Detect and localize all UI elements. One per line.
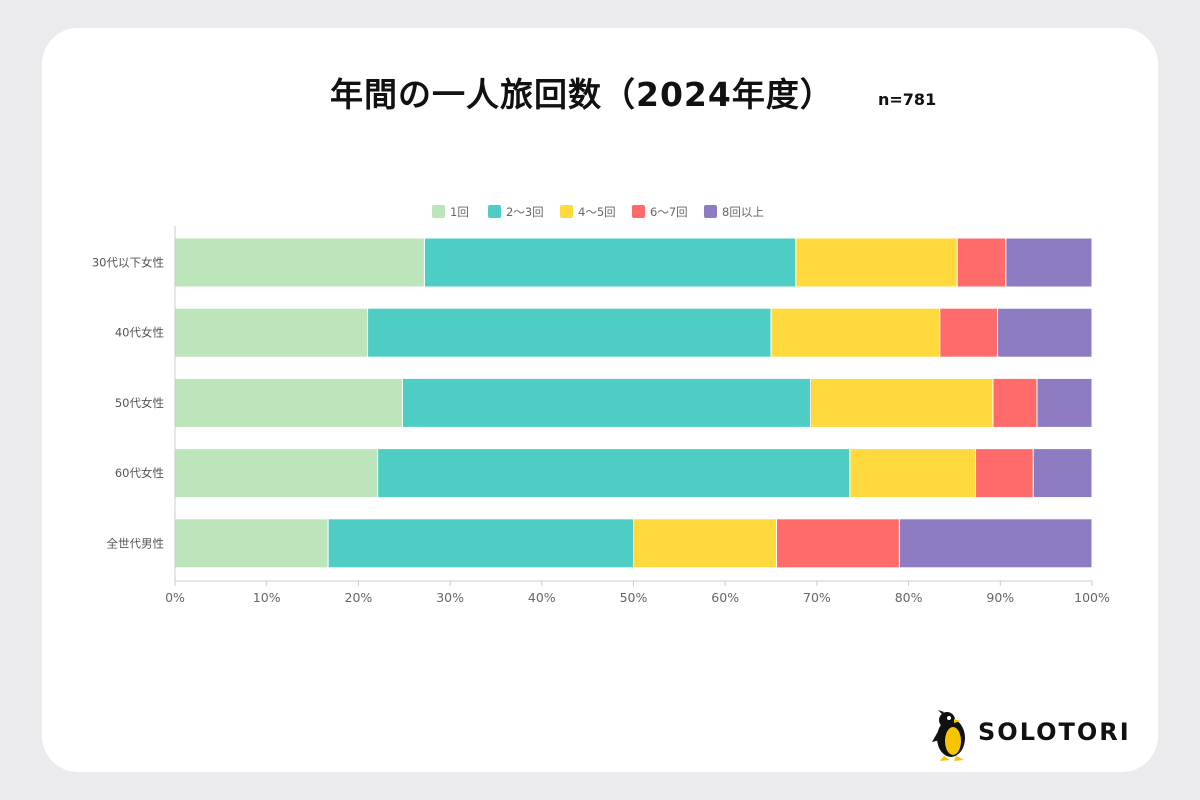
x-tick-label: 50%: [620, 590, 648, 605]
bar-segment: [975, 448, 1034, 499]
bar-segment: [367, 307, 772, 358]
legend-swatch: [432, 205, 445, 218]
bar-segment: [401, 377, 811, 428]
legend-label: 1回: [450, 205, 469, 219]
bar-segment: [939, 307, 999, 358]
y-tick-label: 全世代男性: [107, 536, 165, 550]
bar-segment: [809, 377, 994, 428]
x-axis: 0% 10% 20% 30% 40% 50% 60% 70% 80% 90% 100%: [165, 580, 1110, 605]
x-tick-label: 30%: [436, 590, 464, 605]
bar-segment: [770, 307, 941, 358]
legend-swatch: [632, 205, 645, 218]
chart-legend: 1回 2〜3回 4〜5回 6〜7回 8回以上: [432, 205, 764, 219]
bar-segment: [997, 307, 1093, 358]
y-tick-label: 40代女性: [115, 326, 164, 340]
bar-segment: [174, 377, 403, 428]
brand-name: SOLOTORI: [978, 718, 1131, 746]
bar-segment: [327, 518, 634, 569]
legend-label: 6〜7回: [650, 205, 688, 219]
bar-segment: [423, 237, 797, 288]
bar-segment: [1005, 237, 1093, 288]
x-tick-label: 20%: [345, 590, 373, 605]
legend-swatch: [704, 205, 717, 218]
sample-size: n=781: [878, 90, 937, 109]
bar-segment: [1036, 377, 1093, 428]
bar-segment: [174, 518, 329, 569]
chart-header: 年間の一人旅回数（2024年度） n=781: [0, 60, 1200, 120]
bar-segment: [633, 518, 778, 569]
x-tick-label: 90%: [986, 590, 1014, 605]
x-tick-label: 70%: [803, 590, 831, 605]
x-tick-label: 80%: [895, 590, 923, 605]
x-tick-label: 60%: [711, 590, 739, 605]
bar-segment: [795, 237, 958, 288]
chart-bars: [174, 237, 1093, 569]
legend-swatch: [560, 205, 573, 218]
bar-segment: [174, 448, 379, 499]
penguin-icon: [932, 710, 965, 761]
chart-title: 年間の一人旅回数（2024年度）: [330, 75, 834, 114]
legend-swatch: [488, 205, 501, 218]
y-tick-label: 60代女性: [115, 466, 164, 480]
bar-segment: [956, 237, 1007, 288]
bar-segment: [377, 448, 851, 499]
x-tick-label: 0%: [165, 590, 185, 605]
legend-label: 4〜5回: [578, 205, 616, 219]
y-tick-label: 50代女性: [115, 396, 164, 410]
legend-label: 8回以上: [722, 205, 764, 219]
bar-segment: [174, 307, 369, 358]
brand-logo: SOLOTORI: [928, 706, 1148, 762]
bar-segment: [1032, 448, 1093, 499]
bar-segment: [849, 448, 977, 499]
bar-segment: [992, 377, 1038, 428]
x-tick-label: 100%: [1074, 590, 1110, 605]
y-tick-label: 30代以下女性: [92, 256, 164, 270]
bar-segment: [174, 237, 425, 288]
bar-segment: [898, 518, 1093, 569]
bar-segment: [776, 518, 900, 569]
x-tick-label: 10%: [253, 590, 281, 605]
legend-label: 2〜3回: [506, 205, 544, 219]
x-tick-label: 40%: [528, 590, 556, 605]
